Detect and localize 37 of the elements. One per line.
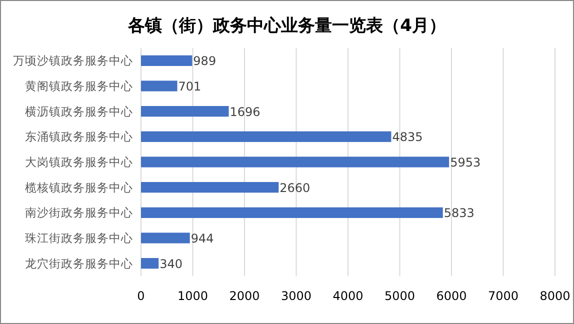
y-tick-label: 大岗镇政务服务中心: [25, 155, 133, 169]
y-tick-label: 黄阁镇政务服务中心: [25, 79, 133, 93]
x-tick-label: 4000: [332, 289, 364, 303]
data-label: 944: [190, 232, 214, 246]
data-label: 340: [160, 256, 182, 271]
bar: [141, 156, 450, 168]
x-tick-label: 1000: [177, 289, 208, 303]
bar: [141, 131, 392, 142]
bar: [141, 207, 443, 218]
y-tick-label: 万顷沙镇政务服务中心: [13, 54, 133, 68]
x-tick-label: 0: [137, 289, 145, 303]
bar: [141, 106, 229, 117]
data-label: 701: [178, 80, 202, 94]
bar: [141, 232, 190, 244]
x-tick-label: 5000: [384, 289, 416, 303]
x-tick-label: 6000: [436, 289, 467, 303]
bar: [141, 55, 192, 66]
data-label: 1696: [230, 104, 260, 119]
y-tick-label: 横沥镇政务服务中心: [25, 104, 133, 118]
x-tick-label: 8000: [540, 289, 570, 303]
x-tick-label: 3000: [280, 289, 312, 303]
y-tick-label: 龙穴街政务服务中心: [25, 256, 133, 270]
data-label: 5833: [444, 206, 474, 220]
bar: [141, 80, 178, 92]
y-tick-label: 东涌镇政务服务中心: [25, 130, 133, 144]
data-label: 989: [193, 54, 216, 68]
chart-title: 各镇（街）政务中心业务量一览表（4月）: [127, 16, 446, 36]
data-label: 5953: [450, 156, 481, 170]
y-tick-label: 南沙街政务服务中心: [25, 206, 133, 220]
data-label: 4835: [392, 130, 423, 144]
x-tick-label: 2000: [229, 289, 260, 303]
data-label: 2660: [280, 180, 310, 195]
y-tick-label: 榄核镇政务服务中心: [25, 180, 133, 194]
y-tick-label: 珠江街政务服务中心: [25, 231, 133, 245]
bar: [141, 182, 279, 193]
x-tick-label: 7000: [488, 289, 519, 303]
bar: [141, 258, 159, 269]
